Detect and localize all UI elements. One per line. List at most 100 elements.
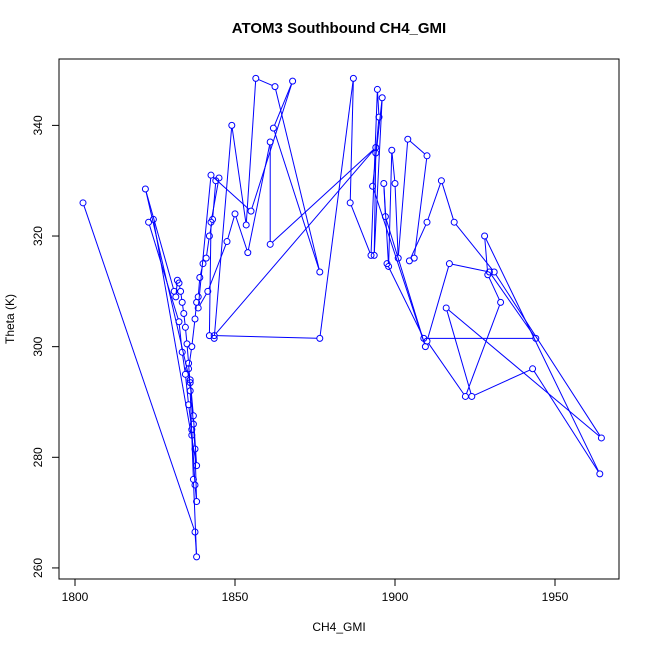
data-point: [406, 258, 412, 264]
data-point: [80, 200, 86, 206]
data-point: [203, 255, 209, 261]
data-point: [374, 86, 380, 92]
y-tick-label: 340: [31, 115, 45, 135]
series-0-segment: [466, 305, 499, 393]
series-0-segment: [187, 347, 188, 360]
y-axis-title: Theta (K): [3, 294, 17, 344]
data-point: [370, 183, 376, 189]
data-point: [482, 233, 488, 239]
data-point: [224, 239, 230, 245]
series-0-segment: [398, 142, 407, 255]
data-point: [267, 241, 273, 247]
data-point: [446, 261, 452, 267]
data-point: [194, 554, 200, 560]
data-point: [389, 147, 395, 153]
series-0-segment: [489, 277, 499, 299]
series-0-segment: [149, 225, 178, 319]
data-point: [267, 139, 273, 145]
series-0-segment: [228, 217, 234, 239]
series-0-segment: [351, 206, 370, 253]
data-point: [392, 180, 398, 186]
plot-frame: [59, 59, 619, 579]
data-point: [195, 294, 201, 300]
series-0-segment: [209, 244, 226, 288]
data-point: [270, 125, 276, 131]
x-axis-title: CH4_GMI: [312, 620, 365, 634]
data-point: [290, 78, 296, 84]
x-tick-label: 1800: [62, 590, 89, 604]
data-point: [347, 200, 353, 206]
series-0-segment: [181, 294, 182, 299]
series-0-segment: [415, 159, 427, 255]
series-lines: [84, 80, 600, 554]
data-point: [317, 335, 323, 341]
series-0-segment: [189, 350, 191, 366]
series-0-segment: [320, 81, 353, 335]
y-tick-label: 280: [31, 447, 45, 467]
series-0-segment: [378, 92, 379, 114]
data-point: [178, 288, 184, 294]
series-0-segment: [192, 322, 195, 344]
series-0-segment: [475, 370, 530, 395]
data-point: [469, 393, 475, 399]
data-point: [597, 471, 603, 477]
data-point: [424, 219, 430, 225]
data-point: [245, 250, 251, 256]
x-tick-label: 1950: [542, 590, 569, 604]
series-0-segment: [84, 206, 194, 529]
x-axis: 1800 1850 1900 1950: [62, 579, 569, 604]
data-point: [142, 186, 148, 192]
data-point: [179, 299, 185, 305]
series-0-segment: [395, 186, 398, 255]
series-0-segment: [428, 267, 449, 339]
y-tick-label: 300: [31, 336, 45, 356]
series-0-segment: [276, 90, 319, 269]
data-point: [176, 319, 182, 325]
series-0-segment: [452, 264, 486, 271]
data-point: [189, 344, 195, 350]
data-point: [194, 463, 200, 469]
y-tick-label: 260: [31, 558, 45, 578]
series-0-segment: [207, 239, 209, 255]
x-tick-label: 1850: [222, 590, 249, 604]
data-point: [248, 208, 254, 214]
series-0-segment: [392, 153, 395, 180]
data-point: [498, 299, 504, 305]
data-point: [192, 316, 198, 322]
data-point: [405, 136, 411, 142]
series-0-segment: [373, 101, 382, 184]
data-point: [232, 211, 238, 217]
data-point: [192, 482, 198, 488]
series-0-segment: [259, 80, 273, 86]
series-0-segment: [184, 316, 185, 324]
data-point: [197, 275, 203, 281]
data-point: [598, 435, 604, 441]
data-point: [182, 324, 188, 330]
data-point: [243, 222, 249, 228]
series-0-segment: [146, 192, 173, 289]
data-point: [229, 122, 235, 128]
x-tick-label: 1900: [382, 590, 409, 604]
series-0-segment: [442, 184, 453, 220]
series-0-segment: [374, 189, 425, 344]
data-point: [272, 84, 278, 90]
data-point: [317, 269, 323, 275]
data-point: [530, 366, 536, 372]
data-point: [208, 172, 214, 178]
series-0-segment: [534, 371, 598, 471]
series-0-segment: [428, 184, 440, 220]
series-0-segment: [183, 305, 184, 310]
data-point: [424, 153, 430, 159]
series-0-segment: [389, 153, 392, 263]
series-0-segment: [447, 311, 471, 394]
data-point: [462, 393, 468, 399]
data-point: [206, 233, 212, 239]
series-0-segment: [274, 131, 319, 269]
data-point: [381, 180, 387, 186]
series-0-segment: [217, 336, 317, 339]
series-0-segment: [491, 274, 534, 335]
data-point: [350, 75, 356, 81]
